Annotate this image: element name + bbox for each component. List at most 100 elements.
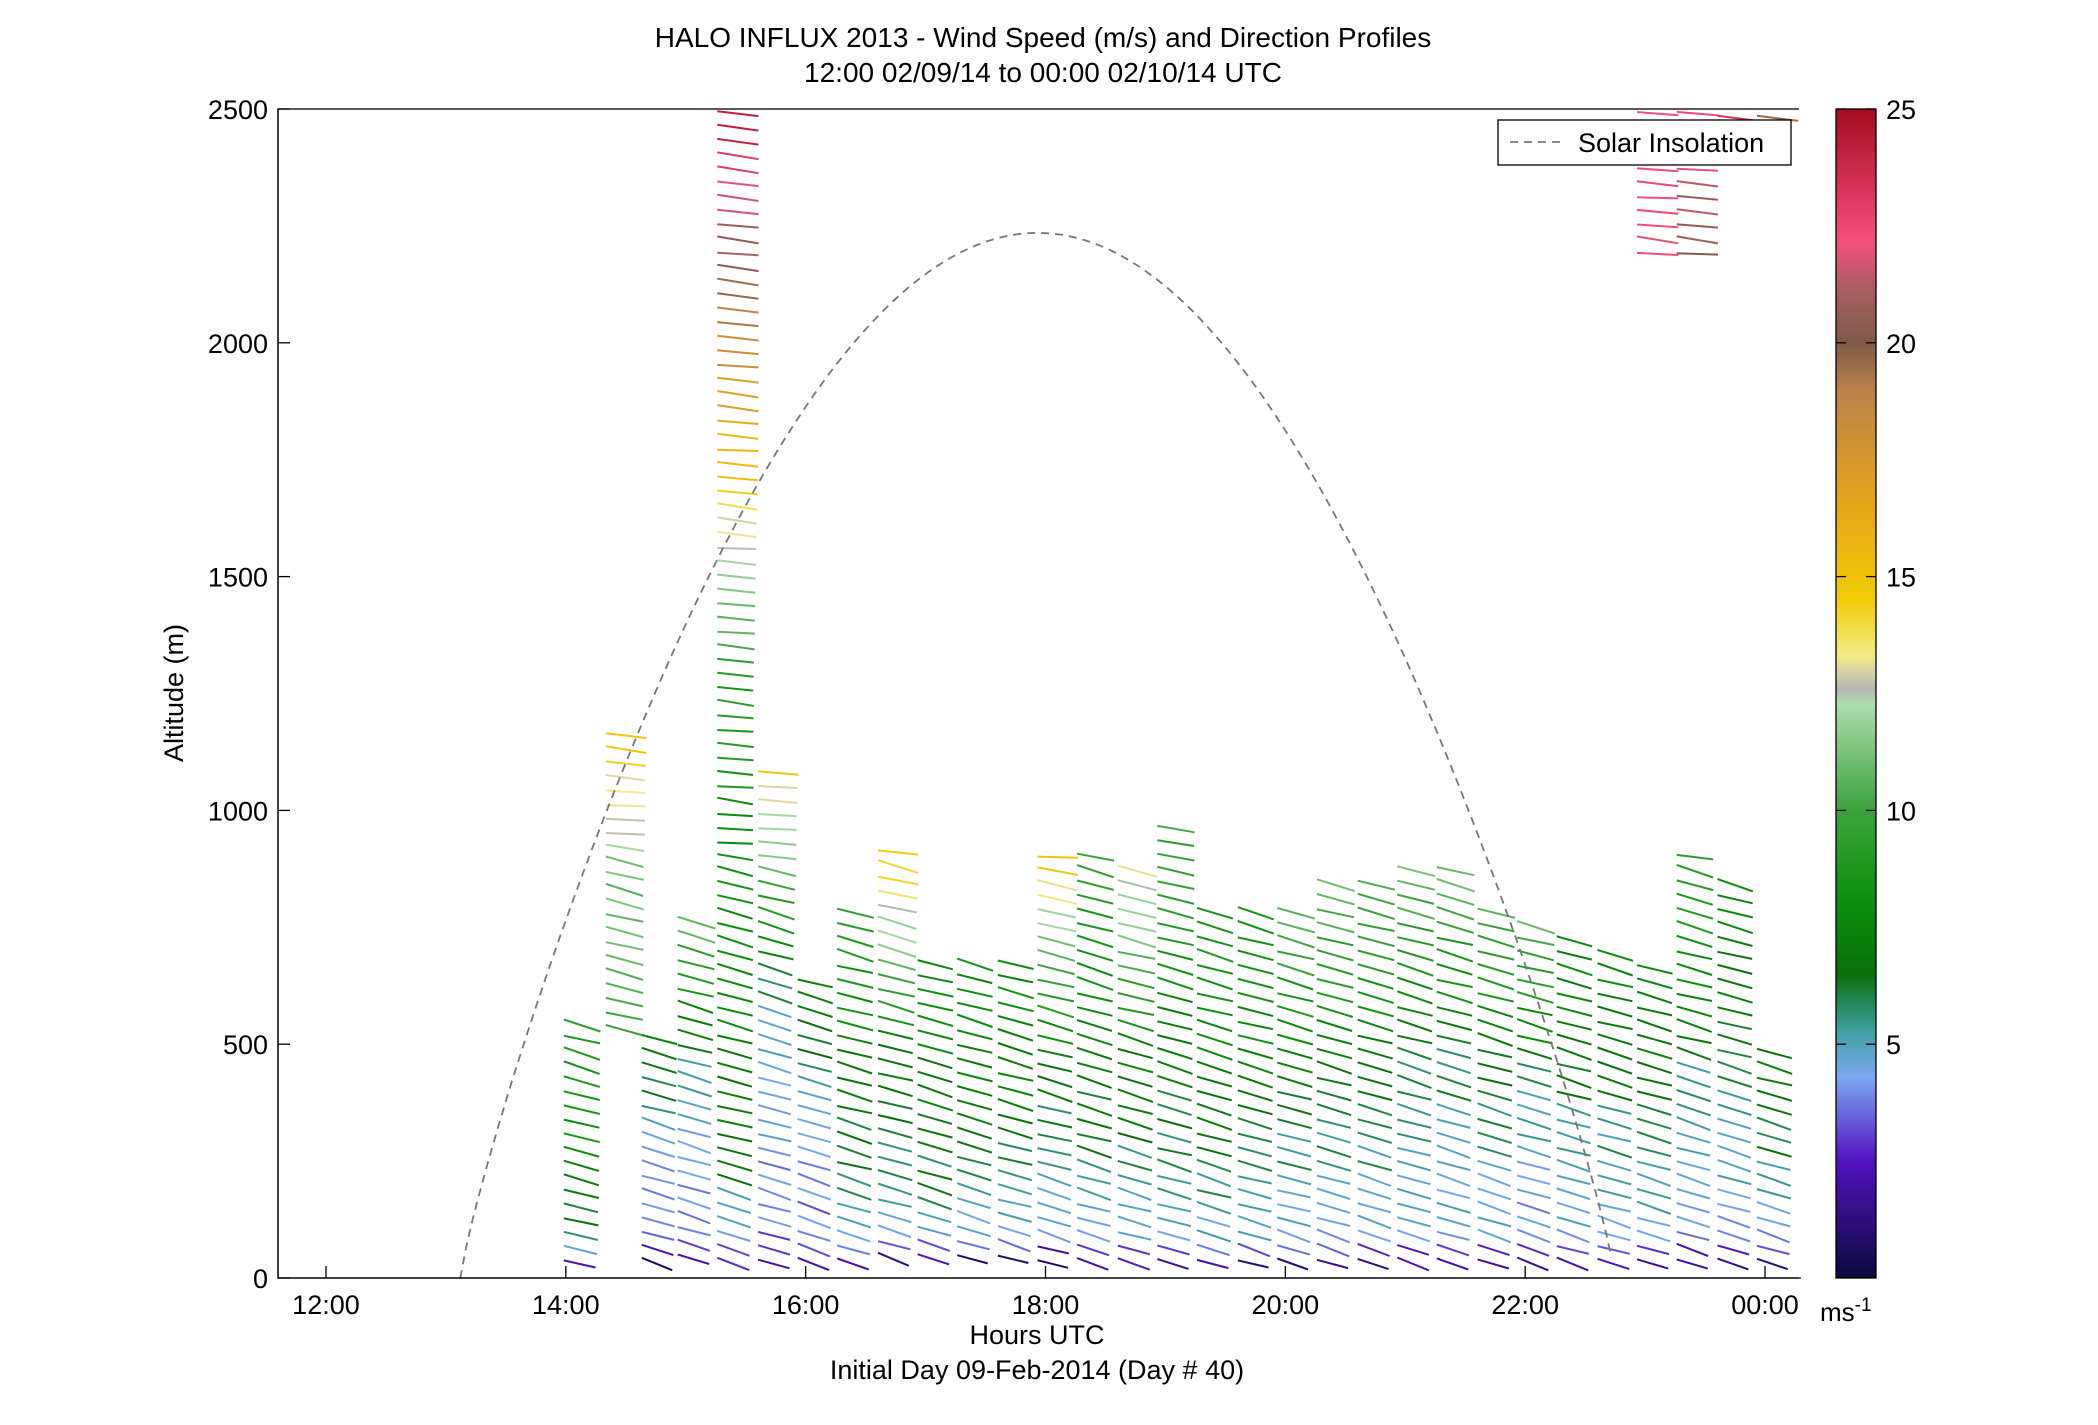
wind-barb	[917, 1029, 954, 1041]
wind-barb	[1436, 978, 1473, 989]
wind-barb	[1636, 977, 1673, 990]
wind-barb	[1717, 1202, 1751, 1213]
wind-barb	[757, 1244, 791, 1256]
wind-barb	[1717, 1089, 1752, 1102]
wind-barb	[1277, 1075, 1313, 1088]
wind-barb	[1157, 1006, 1193, 1017]
wind-barb	[677, 1084, 712, 1098]
wind-barb	[1037, 1088, 1073, 1103]
wind-barb	[1117, 1075, 1153, 1088]
wind-barb	[997, 1211, 1032, 1223]
wind-barb	[1357, 1118, 1393, 1130]
wind-barb	[1117, 1174, 1152, 1186]
wind-barb	[956, 1155, 992, 1167]
wind-barb	[717, 949, 754, 962]
wind-barb	[997, 1156, 1033, 1166]
wind-barb	[1556, 1062, 1592, 1073]
wind-barb	[757, 1258, 790, 1270]
wind-barb	[1436, 936, 1474, 946]
wind-barb	[1357, 1047, 1393, 1060]
wind-barb	[836, 1088, 873, 1103]
wind-barb	[1316, 1060, 1353, 1075]
wind-barb	[1636, 1006, 1673, 1017]
wind-barb	[1157, 1060, 1193, 1075]
wind-barb	[917, 1169, 953, 1181]
wind-barb	[917, 1154, 952, 1168]
wind-barb	[1556, 1005, 1593, 1018]
wind-barb	[1477, 1089, 1513, 1102]
wind-barb	[1516, 1034, 1553, 1045]
wind-barb	[1597, 1174, 1632, 1186]
wind-barb	[1117, 1186, 1152, 1202]
wind-barb	[1037, 963, 1075, 976]
wind-barb	[1676, 110, 1718, 117]
wind-barb	[1037, 1118, 1073, 1129]
x-axis-label-secondary: Initial Day 09-Feb-2014 (Day # 40)	[830, 1355, 1244, 1385]
wind-barb	[1717, 1215, 1751, 1229]
wind-barb	[1556, 1256, 1589, 1272]
wind-barb	[1196, 1216, 1231, 1228]
wind-barb	[917, 1238, 951, 1252]
wind-barb	[1516, 1089, 1551, 1102]
wind-barb	[1357, 879, 1396, 891]
wind-barb	[1597, 1245, 1631, 1255]
wind-barb	[1117, 864, 1158, 878]
wind-barb	[563, 1132, 601, 1144]
wind-barb	[1676, 962, 1713, 976]
wind-barb	[1316, 1033, 1353, 1046]
wind-barb	[1477, 963, 1515, 976]
wind-barb	[877, 1251, 910, 1267]
wind-barb	[717, 1090, 753, 1101]
wind-barb	[1597, 1074, 1633, 1089]
wind-barb	[641, 1116, 676, 1131]
wind-barb	[1157, 1089, 1192, 1102]
wind-barb	[1357, 892, 1395, 906]
wind-barb	[1717, 1244, 1750, 1256]
wind-barb	[1157, 1158, 1192, 1174]
wind-barb	[1676, 1230, 1710, 1242]
colorbar-tick-label: 5	[1886, 1030, 1901, 1060]
wind-barb	[1676, 252, 1718, 256]
wind-barb	[1157, 907, 1194, 920]
wind-barb	[1037, 1104, 1072, 1115]
wind-barb	[1076, 1216, 1111, 1227]
wind-barb	[717, 922, 754, 933]
wind-barb	[1556, 950, 1593, 961]
wind-barb	[877, 849, 919, 856]
wind-barb	[677, 1209, 711, 1225]
wind-barb	[1676, 1172, 1711, 1187]
wind-barb	[956, 1209, 991, 1225]
wind-barb	[917, 1127, 953, 1139]
wind-barb	[1556, 1158, 1591, 1173]
wind-barb	[757, 1033, 792, 1046]
wind-barb	[563, 1090, 601, 1101]
wind-barb	[1076, 1144, 1112, 1159]
wind-barb	[1597, 1257, 1630, 1271]
wind-barb	[1477, 1131, 1512, 1144]
wind-barb	[563, 1145, 600, 1158]
wind-barb	[1477, 1243, 1510, 1257]
wind-barb	[1237, 920, 1275, 935]
wind-barb	[717, 530, 757, 539]
wind-barb	[1076, 1203, 1111, 1213]
wind-barb	[1477, 922, 1515, 933]
wind-barb	[836, 1161, 872, 1171]
wind-barb	[1436, 990, 1473, 1005]
wind-barb	[1157, 922, 1195, 933]
wind-barb	[1396, 1046, 1432, 1061]
wind-barb	[956, 1071, 993, 1083]
wind-barb	[917, 959, 954, 971]
wind-barb	[1237, 991, 1274, 1003]
wind-barb	[877, 929, 917, 944]
wind-barb	[997, 1098, 1034, 1112]
wind-barb	[1117, 934, 1157, 949]
wind-barb	[1436, 1131, 1471, 1144]
y-tick-label: 2500	[208, 95, 268, 125]
wind-barb	[1076, 1061, 1113, 1074]
wind-barb	[1237, 1146, 1272, 1158]
wind-barb	[641, 1061, 677, 1074]
wind-barb	[641, 1243, 674, 1257]
wind-barb	[1597, 1020, 1633, 1031]
wind-barb	[877, 1043, 913, 1055]
wind-barb	[917, 1083, 953, 1099]
